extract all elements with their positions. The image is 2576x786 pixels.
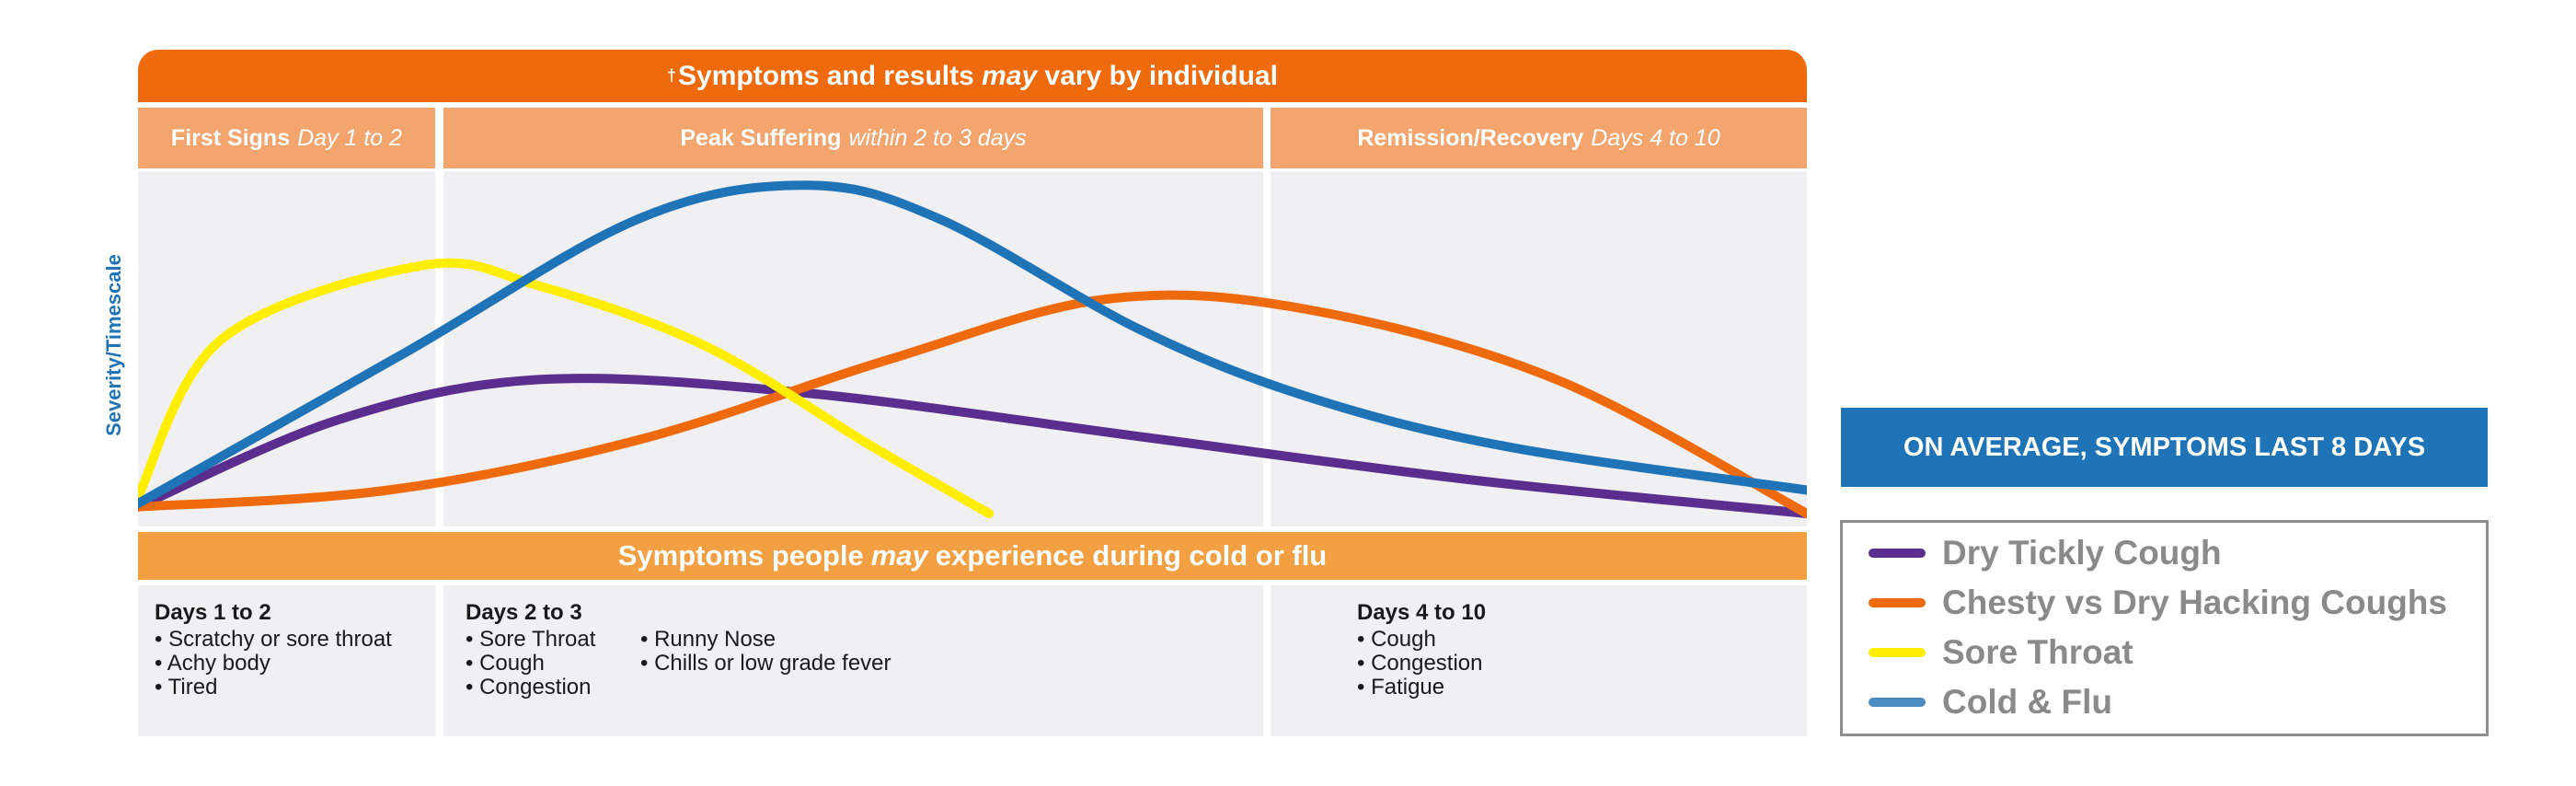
average-duration-box: ON AVERAGE, SYMPTOMS LAST 8 DAYS [1841, 408, 2488, 487]
legend-label: Chesty vs Dry Hacking Coughs [1942, 584, 2447, 621]
legend-item-dry-tickly-cough: Dry Tickly Cough [1869, 534, 2222, 572]
header-text-em: may [982, 60, 1038, 91]
chart-header-banner: † Symptoms and results may vary by indiv… [138, 50, 1807, 102]
series-line-dry-tickly-cough [138, 374, 1807, 518]
list-title: Days 1 to 2 [155, 600, 271, 625]
list-title: Days 4 to 10 [1357, 600, 1487, 625]
series-line-cold-flu [138, 180, 1807, 509]
series-line-chesty-vs-dry-hacking-coughs [138, 290, 1807, 518]
list-item: Cough [1357, 628, 1483, 652]
symptom-curves-chart [138, 180, 1807, 518]
list-item: Congestion [1357, 652, 1482, 676]
phase-label: First Signs [170, 124, 291, 151]
symptom-box-days-1-2: Days 1 to 2 Scratchy or sore throat Achy… [138, 585, 435, 736]
list-item: Tired [155, 676, 392, 699]
series-line-sore-throat [138, 258, 995, 518]
legend-swatch [1869, 648, 1926, 657]
chart-panel-1 [138, 171, 435, 526]
list-item: Sore Throat [466, 628, 595, 652]
legend-label: Sore Throat [1942, 633, 2133, 671]
phase-label: Peak Suffering [680, 124, 842, 151]
header-text-before: Symptoms and results [678, 60, 983, 91]
list-item: Achy body [155, 652, 392, 676]
legend-swatch [1869, 598, 1926, 607]
legend-label: Dry Tickly Cough [1942, 534, 2222, 572]
list-item: Fatigue [1357, 676, 1483, 699]
list-item: Congestion [466, 676, 595, 699]
list-item: Chills or low grade fever [640, 652, 891, 676]
phase-range: Days 4 to 10 [1591, 124, 1720, 151]
phase-peak-suffering: Peak Suffering within 2 to 3 days [443, 108, 1263, 168]
phase-range: within 2 to 3 days [848, 124, 1027, 151]
symptom-box-days-2-3: Days 2 to 3 Sore Throat Cough Congestion… [443, 585, 1263, 736]
y-axis-label: Severity/Timescale [102, 254, 125, 436]
header-text-after: vary by individual [1037, 60, 1278, 91]
dagger-mark: † [667, 66, 677, 85]
list-item: Scratchy or sore throat [155, 628, 392, 652]
banner-text-em: may [870, 539, 928, 572]
legend-item-chesty-cough: Chesty vs Dry Hacking Coughs [1869, 584, 2447, 622]
symptom-list: Scratchy or sore throat Achy body Tired [155, 628, 392, 699]
phase-recovery: Remission/Recovery Days 4 to 10 [1271, 108, 1807, 168]
symptoms-banner: Symptoms people may experience during co… [138, 532, 1807, 580]
legend-swatch [1869, 698, 1926, 707]
symptom-list-2: Runny Nose Chills or low grade fever [640, 628, 891, 676]
legend-label: Cold & Flu [1942, 683, 2112, 721]
legend-swatch [1869, 549, 1926, 558]
legend-item-cold-flu: Cold & Flu [1869, 683, 2112, 722]
chart-legend: Dry Tickly Cough Chesty vs Dry Hacking C… [1840, 520, 2489, 736]
list-title: Days 2 to 3 [466, 600, 582, 625]
phase-range: Day 1 to 2 [297, 124, 403, 151]
legend-item-sore-throat: Sore Throat [1869, 633, 2133, 672]
list-item: Runny Nose [640, 628, 891, 652]
symptom-box-days-4-10: Days 4 to 10 Cough Congestion Fatigue [1271, 585, 1807, 736]
phase-first-signs: First Signs Day 1 to 2 [138, 108, 435, 168]
symptom-list: Cough Congestion Fatigue [1357, 628, 1483, 699]
chart-panel-2 [443, 171, 1263, 526]
banner-text-after: experience during cold or flu [935, 539, 1328, 572]
symptom-list: Sore Throat Cough Congestion [466, 628, 595, 699]
list-item: Cough [466, 652, 595, 676]
phase-label: Remission/Recovery [1357, 124, 1584, 151]
banner-text-before: Symptoms people [617, 539, 864, 572]
